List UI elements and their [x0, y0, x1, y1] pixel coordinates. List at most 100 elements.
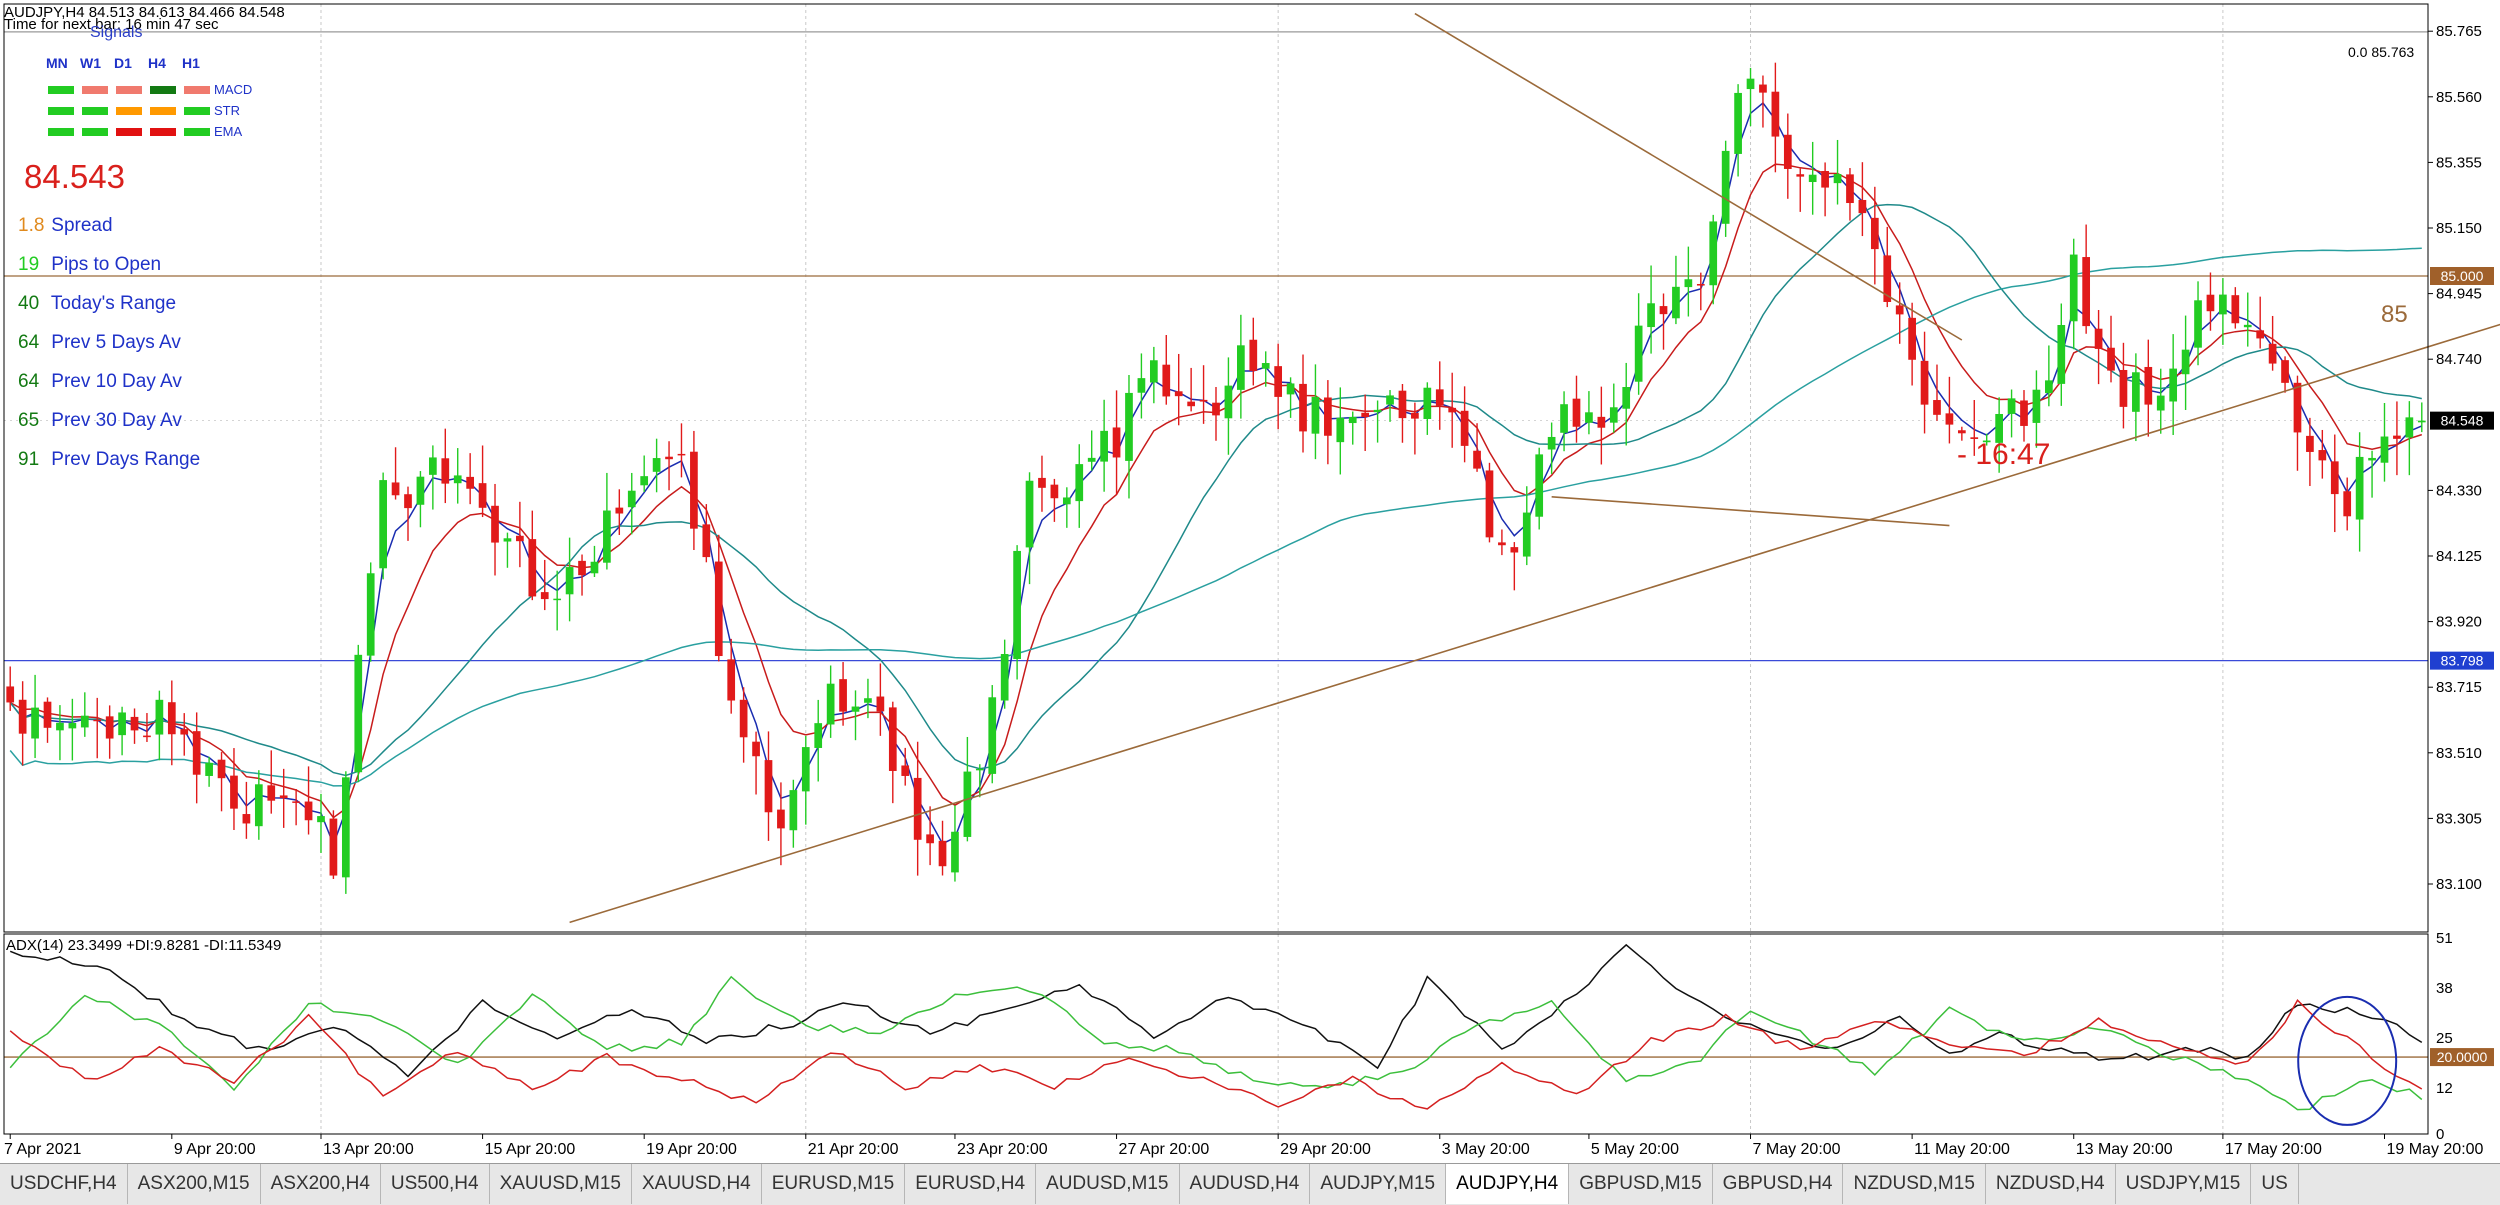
candle-body: [1286, 383, 1295, 395]
y-tick-label: 84.740: [2436, 351, 2482, 368]
candle-body: [1796, 174, 1805, 177]
x-tick-label: 15 Apr 20:00: [485, 1141, 576, 1158]
candle-body: [888, 707, 897, 771]
candle-body: [1684, 279, 1693, 288]
candle-body: [1908, 317, 1916, 360]
candle-body: [1199, 399, 1208, 402]
candle-body: [242, 814, 251, 824]
candle-body: [130, 716, 139, 731]
candle-body: [453, 475, 462, 484]
symbol-tab[interactable]: NZDUSD,H4: [1986, 1164, 2116, 1204]
candle-body: [1659, 306, 1668, 315]
candle-body: [975, 768, 984, 771]
x-tick-label: 7 Apr 2021: [4, 1141, 82, 1158]
symbol-tab[interactable]: US: [2251, 1164, 2299, 1204]
candle-body: [1870, 217, 1879, 250]
symbol-tab[interactable]: GBPUSD,H4: [1713, 1164, 1844, 1204]
candle-body: [1535, 454, 1544, 517]
signal-box: [150, 107, 176, 115]
x-tick-label: 27 Apr 20:00: [1119, 1141, 1210, 1158]
signal-box: [184, 107, 210, 115]
candle-body: [391, 482, 400, 496]
candle-body: [864, 698, 872, 703]
candle-body: [2020, 400, 2028, 426]
signal-label: STR: [214, 103, 240, 118]
symbol-tab[interactable]: XAUUSD,M15: [490, 1164, 632, 1204]
stat-label: Prev Days Range: [46, 449, 201, 470]
candle-body: [590, 561, 599, 574]
symbol-tab[interactable]: AUDJPY,M15: [1310, 1164, 1447, 1204]
candle-body: [1547, 436, 1556, 450]
candle-body: [2417, 420, 2426, 423]
level-price-text: 83.798: [2441, 653, 2484, 669]
candle-body: [1299, 383, 1307, 432]
candle-body: [491, 505, 499, 543]
symbol-tab[interactable]: US500,H4: [381, 1164, 490, 1204]
candle-body: [1821, 171, 1829, 188]
candle-body: [2057, 325, 2066, 384]
y-tick-label: 84.945: [2436, 286, 2482, 303]
candle-body: [2393, 435, 2401, 439]
x-tick-label: 19 Apr 20:00: [646, 1141, 737, 1158]
candle-body: [1522, 512, 1531, 557]
candle-body: [839, 679, 847, 712]
ma-long-line: [9, 247, 2422, 787]
candle-body: [1920, 360, 1929, 405]
candle-body: [2281, 360, 2289, 383]
candle-body: [565, 567, 574, 595]
candle-body: [93, 719, 102, 722]
current-price: 84.543: [24, 158, 125, 195]
symbol-tab[interactable]: AUDUSD,H4: [1180, 1164, 1311, 1204]
candle-body: [1746, 78, 1755, 90]
symbol-tab[interactable]: EURUSD,M15: [762, 1164, 906, 1204]
symbol-tab[interactable]: GBPUSD,M15: [1569, 1164, 1713, 1204]
symbol-tab[interactable]: USDJPY,M15: [2116, 1164, 2252, 1204]
stat-label: Today's Range: [46, 293, 177, 314]
candle-body: [1759, 84, 1767, 93]
candle-body: [2330, 461, 2339, 495]
signal-box: [150, 128, 176, 136]
candle-body: [540, 592, 549, 600]
x-tick-label: 9 Apr 20:00: [174, 1141, 256, 1158]
candle-body: [2380, 436, 2389, 463]
symbol-tab[interactable]: EURUSD,H4: [905, 1164, 1037, 1204]
stat-label: Prev 30 Day Av: [46, 410, 182, 431]
candle-body: [341, 777, 350, 878]
level-label: 85: [2381, 301, 2408, 328]
candle-body: [2293, 382, 2302, 433]
symbol-tab[interactable]: USDCHF,H4: [0, 1164, 128, 1204]
candle-body: [80, 715, 89, 728]
symbol-tab[interactable]: ASX200,H4: [261, 1164, 381, 1204]
current-price-text: 84.548: [2441, 413, 2484, 429]
signal-box: [150, 86, 176, 94]
candle-body: [230, 775, 238, 809]
symbol-tab[interactable]: ASX200,M15: [128, 1164, 261, 1204]
y-tick-label: 85.765: [2436, 23, 2482, 40]
candle-body: [2156, 395, 2165, 411]
candle-body: [1149, 360, 1158, 383]
stat-label: Prev 10 Day Av: [46, 371, 182, 392]
candle-body: [764, 760, 773, 813]
candle-body: [1448, 407, 1457, 413]
candle-body: [1348, 416, 1357, 424]
y-tick-label: 84.125: [2436, 548, 2482, 565]
symbol-tab[interactable]: AUDUSD,M15: [1036, 1164, 1180, 1204]
candle-body: [690, 451, 698, 529]
symbol-tab[interactable]: AUDJPY,H4: [1446, 1164, 1570, 1204]
symbol-tab[interactable]: NZDUSD,M15: [1843, 1164, 1986, 1204]
stat-value: 91: [18, 449, 40, 470]
candle-body: [1162, 364, 1171, 397]
candle-body: [777, 809, 785, 829]
signal-timeframe-d1: D1: [114, 55, 132, 71]
symbol-tab[interactable]: XAUUSD,H4: [632, 1164, 762, 1204]
candle-body: [2355, 456, 2364, 520]
candle-body: [901, 765, 910, 776]
y-tick-label: 83.510: [2436, 745, 2482, 762]
candle-body: [1771, 91, 1780, 137]
candle-body: [727, 659, 736, 701]
candle-body: [516, 535, 524, 542]
candle-body: [1957, 430, 1966, 434]
candle-body: [528, 539, 537, 597]
candle-body: [1609, 407, 1618, 423]
